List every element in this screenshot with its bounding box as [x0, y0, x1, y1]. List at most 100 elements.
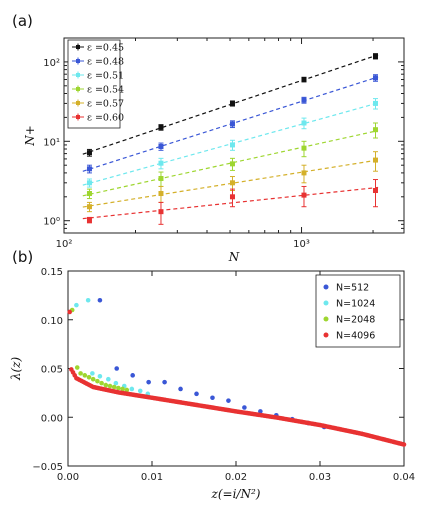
legend-b: N=512 N=1024 N=2048 N=4096: [315, 274, 401, 348]
legend-label: N=1024: [336, 299, 375, 310]
data-point: [229, 180, 235, 186]
x-tick-label-a: 10³: [293, 239, 310, 250]
legend-label: N=512: [336, 283, 369, 294]
data-point: [99, 380, 104, 386]
data-point: [120, 386, 125, 392]
y-tick-label-b: 0.15: [41, 267, 63, 278]
data-point: [86, 204, 92, 210]
legend-swatch: [76, 73, 80, 77]
legend-a: ε =0.45 ε =0.48 ε =0.51 ε =0.54 ε =0.57 ε =0.…: [67, 39, 124, 129]
legend-swatch: [76, 45, 80, 49]
chart-b: 0.00 0.01 0.02 0.03 0.04−0.050.000.050.100.1…: [9, 267, 415, 501]
legend-swatch: [323, 316, 329, 322]
data-point: [194, 391, 199, 397]
data-point: [301, 97, 307, 103]
x-tick-label-b: 0.01: [141, 472, 163, 483]
data-point: [372, 188, 378, 194]
legend-swatch: [76, 87, 80, 91]
plot-frame-a: [63, 37, 405, 234]
data-point: [111, 384, 117, 390]
data-point: [158, 144, 164, 150]
data-point: [86, 166, 92, 172]
data-point: [114, 366, 120, 371]
fit-line: [82, 186, 379, 220]
data-point: [85, 297, 91, 303]
x-tick-label-b: 0.03: [309, 472, 331, 483]
data-point: [372, 157, 378, 163]
data-point: [78, 371, 83, 376]
legend-swatch: [76, 59, 80, 63]
y-tick-label-a: 10²: [43, 58, 60, 69]
data-point: [229, 121, 235, 127]
data-point: [162, 379, 167, 385]
x-tick-label-b: 0.00: [57, 472, 79, 483]
data-point: [97, 297, 103, 303]
data-point: [229, 161, 235, 167]
data-point: [242, 405, 247, 410]
data-point: [137, 388, 143, 394]
legend-label: ε =0.48: [87, 57, 124, 68]
panel-label-b: (b): [12, 248, 33, 266]
data-point: [146, 379, 151, 385]
legend-swatch: [323, 332, 329, 338]
data-point: [86, 191, 92, 197]
data-point: [158, 209, 164, 215]
data-point: [116, 385, 121, 391]
legend-swatch: [323, 284, 329, 290]
data-point: [86, 150, 92, 156]
legend-box-b: [315, 274, 401, 348]
x-tick-label-b: 0.02: [225, 472, 247, 483]
legend-label: N=2048: [336, 315, 375, 326]
data-point: [86, 217, 92, 223]
legend-swatch: [76, 101, 80, 105]
legend-label: ε =0.54: [87, 85, 124, 96]
data-point: [301, 145, 307, 151]
data-point: [178, 386, 183, 392]
legend-label: N=4096: [336, 331, 375, 342]
data-point: [158, 160, 164, 166]
x-axis-label-a: N: [228, 250, 240, 264]
legend-box-a: [67, 39, 121, 129]
data-point: [67, 309, 72, 315]
data-point: [258, 409, 263, 414]
y-tick-label-a: 10⁰: [43, 217, 60, 228]
panel-label-a: (a): [12, 12, 33, 30]
legend-label: ε =0.60: [87, 113, 124, 124]
legend-swatch: [76, 115, 80, 119]
fit-line: [82, 102, 379, 186]
data-point: [82, 373, 88, 378]
data-point: [158, 176, 164, 182]
data-point: [97, 374, 103, 379]
data-point: [229, 194, 235, 200]
y-tick-label-b: 0.05: [41, 365, 63, 376]
x-tick-label-a: 10²: [56, 239, 73, 250]
data-point: [86, 374, 92, 380]
legend-label: ε =0.57: [87, 99, 124, 110]
data-point: [107, 383, 113, 389]
legend-swatch: [323, 300, 329, 306]
y-axis-label-a: N+: [23, 125, 37, 147]
legend-label: ε =0.45: [87, 43, 124, 54]
data-point: [301, 120, 307, 126]
data-point: [90, 371, 95, 376]
data-point: [372, 75, 378, 81]
y-axis-label-b: λ(z): [9, 357, 23, 382]
y-tick-label-a: 10¹: [43, 137, 60, 148]
data-point: [210, 395, 215, 401]
data-point: [130, 373, 135, 378]
data-point: [372, 127, 378, 133]
data-point: [226, 398, 231, 403]
y-tick-label-b: 0.10: [41, 316, 63, 327]
data-point: [401, 442, 407, 447]
data-point: [106, 376, 111, 382]
data-point: [95, 378, 100, 384]
data-point: [113, 380, 119, 386]
data-point: [74, 302, 79, 308]
y-tick-label-b: −0.05: [32, 462, 63, 473]
data-point: [372, 53, 378, 59]
y-tick-label-b: 0.00: [41, 413, 63, 424]
data-point: [158, 124, 164, 130]
data-point: [103, 382, 109, 388]
